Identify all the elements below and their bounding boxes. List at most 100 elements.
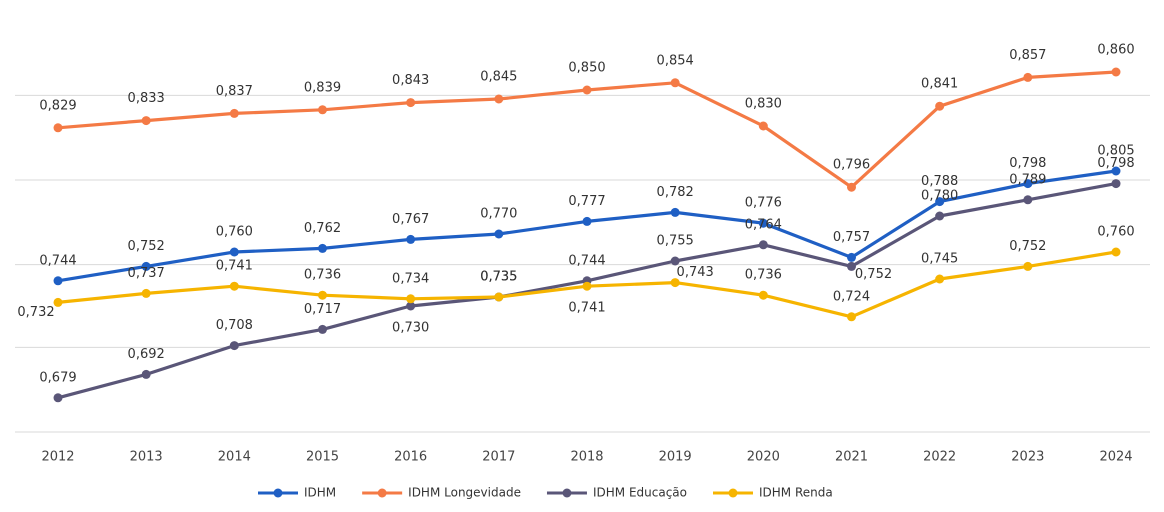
data-label: 0,788 <box>921 174 958 189</box>
point <box>1023 72 1033 82</box>
point <box>847 261 856 271</box>
data-label: 0,679 <box>39 370 76 385</box>
point <box>141 288 151 298</box>
data-label: 0,732 <box>17 305 54 320</box>
point <box>53 276 63 286</box>
point <box>318 324 327 334</box>
data-label: 0,752 <box>855 267 892 282</box>
data-label: 0,760 <box>216 225 253 240</box>
point <box>229 341 239 351</box>
data-label: 0,724 <box>833 289 870 304</box>
x-tick-label: 2013 <box>130 450 163 465</box>
legend-label: IDHM <box>304 486 336 500</box>
point <box>1111 67 1121 77</box>
point <box>494 94 504 104</box>
point <box>847 182 856 192</box>
data-label: 0,736 <box>745 268 782 283</box>
data-label: 0,805 <box>1097 144 1134 159</box>
data-label: 0,798 <box>1097 156 1134 171</box>
point <box>1111 247 1121 257</box>
data-label: 0,717 <box>304 302 341 317</box>
x-tick-label: 2019 <box>659 450 692 465</box>
x-tick-label: 2015 <box>306 450 339 465</box>
point <box>1023 195 1033 205</box>
data-label: 0,839 <box>304 80 341 95</box>
legend-dot <box>562 488 572 498</box>
point <box>935 197 945 207</box>
point <box>847 252 856 262</box>
legend-label: IDHM Longevidade <box>408 486 521 500</box>
data-label: 0,760 <box>1097 225 1134 240</box>
point <box>1023 179 1033 189</box>
data-label: 0,752 <box>128 239 165 254</box>
point <box>53 123 63 133</box>
data-label: 0,837 <box>216 84 253 99</box>
point <box>758 290 768 300</box>
data-label: 0,735 <box>480 270 517 285</box>
legend-label: IDHM Renda <box>759 486 833 500</box>
data-label: 0,776 <box>745 196 782 211</box>
x-tick-label: 2016 <box>394 450 427 465</box>
point <box>758 240 768 250</box>
x-tick-label: 2024 <box>1099 450 1132 465</box>
data-label: 0,744 <box>568 253 605 268</box>
data-label: 0,854 <box>657 53 694 68</box>
data-label: 0,782 <box>657 185 694 200</box>
point <box>935 211 945 221</box>
point <box>494 292 504 302</box>
data-label: 0,860 <box>1097 43 1134 58</box>
point <box>229 108 239 118</box>
data-label: 0,762 <box>304 221 341 236</box>
data-label: 0,734 <box>392 271 429 286</box>
data-label: 0,755 <box>657 234 694 249</box>
data-label: 0,777 <box>568 194 605 209</box>
point <box>935 274 945 284</box>
legend-dot <box>377 488 387 498</box>
legend-label: IDHM Educação <box>593 486 687 500</box>
data-label: 0,757 <box>833 230 870 245</box>
point <box>141 116 151 126</box>
point <box>406 294 416 304</box>
x-tick-label: 2018 <box>570 450 603 465</box>
data-label: 0,843 <box>392 73 429 88</box>
data-label: 0,829 <box>39 98 76 113</box>
data-label: 0,745 <box>921 252 958 267</box>
data-label: 0,841 <box>921 77 958 92</box>
data-label: 0,796 <box>833 158 870 173</box>
data-label: 0,789 <box>1009 172 1046 187</box>
point <box>318 243 327 253</box>
data-label: 0,735 <box>480 270 517 285</box>
data-label: 0,764 <box>745 217 782 232</box>
data-label: 0,737 <box>128 266 165 281</box>
point <box>406 301 416 311</box>
point <box>670 78 680 88</box>
x-tick-label: 2014 <box>218 450 251 465</box>
point <box>582 85 592 95</box>
data-label: 0,736 <box>304 268 341 283</box>
point <box>229 247 239 257</box>
x-tick-label: 2017 <box>482 450 515 465</box>
data-label: 0,741 <box>568 301 605 316</box>
data-label: 0,741 <box>216 259 253 274</box>
point <box>758 121 768 131</box>
point <box>53 297 63 307</box>
point <box>318 105 327 115</box>
data-label: 0,780 <box>921 189 958 204</box>
point <box>670 256 680 266</box>
data-label: 0,850 <box>568 61 605 76</box>
data-label: 0,767 <box>392 212 429 227</box>
x-tick-label: 2021 <box>835 450 868 465</box>
point <box>847 312 856 322</box>
data-label: 0,744 <box>39 253 76 268</box>
x-tick-label: 2012 <box>41 450 74 465</box>
point <box>229 281 239 291</box>
point <box>318 290 327 300</box>
point <box>406 98 416 108</box>
point <box>1111 179 1121 189</box>
point <box>141 369 151 379</box>
point <box>758 218 768 228</box>
data-label: 0,692 <box>128 347 165 362</box>
data-label: 0,845 <box>480 70 517 85</box>
point <box>1023 261 1033 271</box>
